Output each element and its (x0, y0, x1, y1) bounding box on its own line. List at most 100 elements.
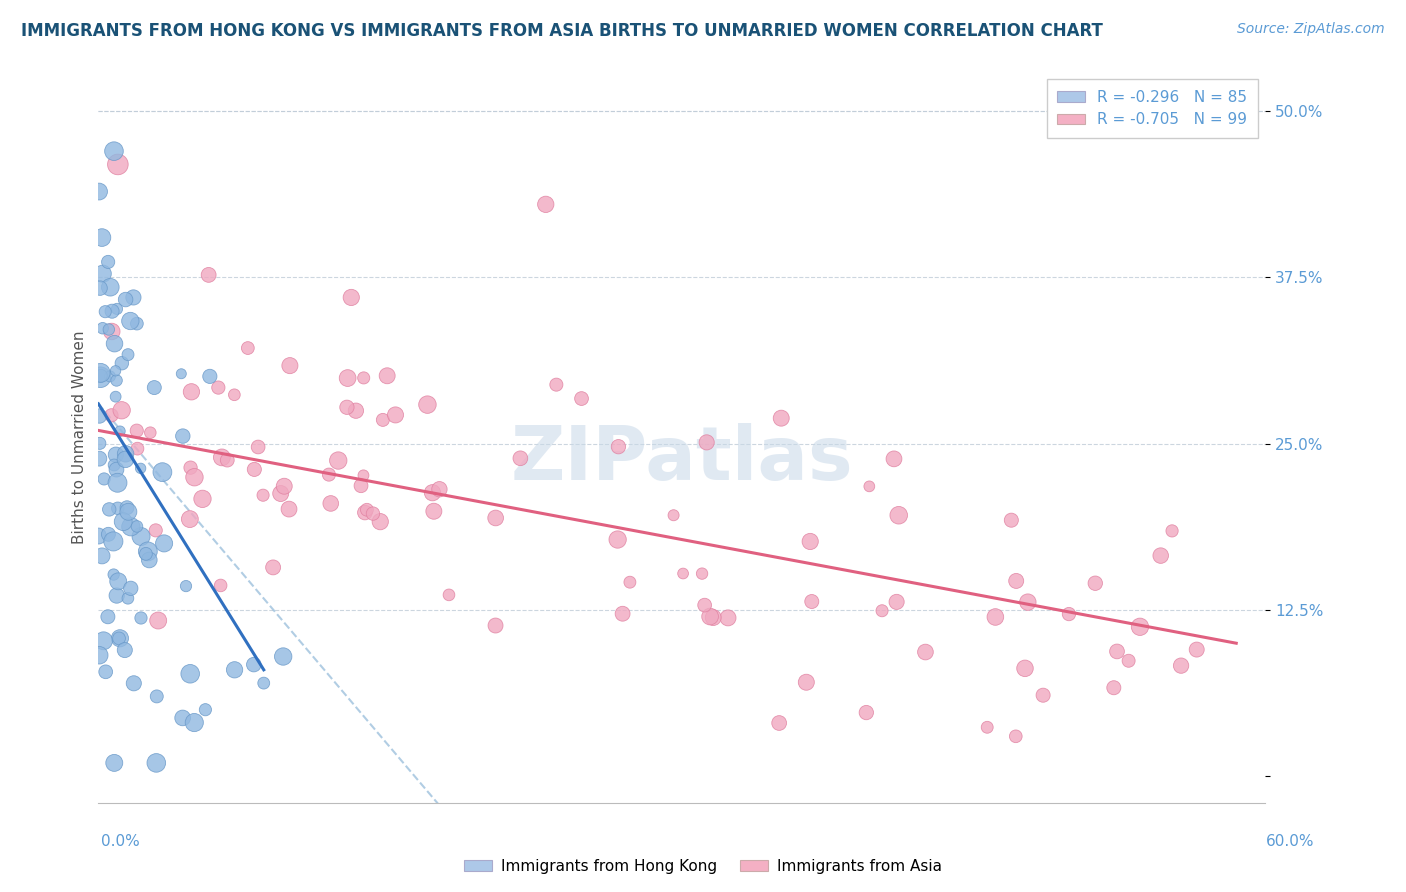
Point (145, 524, 167, 538)
Point (224, 663, 246, 677)
Point (170, 367, 193, 381)
Point (89, 451, 111, 466)
Point (353, 468, 375, 483)
Point (136, 544, 159, 558)
Point (354, 506, 377, 520)
Point (278, 502, 301, 516)
Point (619, 575, 641, 590)
Point (98, 369, 121, 384)
Point (87, 529, 110, 543)
Point (886, 595, 908, 609)
Point (534, 197, 557, 211)
Point (108, 424, 131, 438)
Point (855, 706, 877, 720)
Point (103, 534, 125, 549)
Point (104, 390, 127, 404)
Point (103, 336, 125, 351)
Point (207, 380, 229, 394)
Point (211, 450, 233, 465)
Point (114, 447, 136, 461)
Point (179, 666, 201, 681)
Point (97, 609, 120, 624)
Point (98, 280, 121, 294)
Point (115, 500, 138, 515)
Point (914, 645, 936, 659)
Point (702, 610, 724, 624)
Point (90, 368, 112, 383)
Point (172, 711, 194, 725)
Point (336, 401, 359, 415)
Point (350, 479, 373, 493)
Point (91, 267, 114, 281)
Point (768, 716, 790, 731)
Point (120, 520, 142, 534)
Point (770, 411, 793, 425)
Point (145, 756, 167, 770)
Point (172, 429, 194, 443)
Point (87, 185, 110, 199)
Point (100, 409, 122, 423)
Text: IMMIGRANTS FROM HONG KONG VS IMMIGRANTS FROM ASIA BIRTHS TO UNMARRIED WOMEN CORR: IMMIGRANTS FROM HONG KONG VS IMMIGRANTS … (21, 22, 1102, 40)
Text: 0.0%: 0.0% (101, 834, 141, 848)
Point (197, 268, 219, 282)
Point (104, 364, 127, 378)
Point (883, 451, 905, 466)
Point (94, 304, 117, 318)
Point (180, 460, 202, 475)
Point (1014, 661, 1036, 675)
Point (423, 504, 446, 518)
Point (437, 588, 460, 602)
Point (138, 553, 160, 567)
Point (129, 529, 152, 543)
Point (984, 610, 1007, 624)
Point (247, 440, 270, 454)
Point (800, 594, 823, 608)
Point (799, 534, 821, 549)
Point (111, 356, 134, 370)
Point (571, 392, 593, 406)
Point (253, 676, 276, 690)
Point (794, 675, 817, 690)
Point (191, 491, 214, 506)
Point (89, 281, 111, 295)
Point (101, 325, 124, 339)
Point (217, 453, 239, 467)
Point (416, 398, 439, 412)
Point (318, 467, 340, 482)
Point (125, 519, 148, 533)
Point (693, 598, 716, 612)
Point (107, 574, 129, 589)
Point (139, 425, 162, 440)
Text: ZIPatlas: ZIPatlas (510, 423, 853, 496)
Point (607, 440, 630, 454)
Point (1084, 576, 1107, 591)
Point (122, 290, 145, 304)
Point (546, 377, 568, 392)
Point (114, 452, 136, 467)
Point (183, 715, 205, 730)
Point (105, 462, 128, 476)
Point (1000, 513, 1022, 527)
Point (135, 547, 157, 561)
Point (89, 648, 111, 663)
Point (344, 403, 367, 417)
Point (361, 507, 384, 521)
Point (90, 366, 112, 380)
Point (485, 511, 508, 525)
Point (125, 317, 148, 331)
Point (422, 485, 444, 500)
Point (89, 409, 111, 423)
Point (180, 384, 202, 399)
Point (1005, 574, 1028, 588)
Point (93, 633, 115, 648)
Point (484, 618, 506, 632)
Point (340, 290, 363, 304)
Point (120, 582, 142, 596)
Point (103, 144, 125, 158)
Text: Source: ZipAtlas.com: Source: ZipAtlas.com (1237, 22, 1385, 37)
Point (97, 527, 120, 541)
Point (696, 435, 718, 450)
Legend: R = -0.296   N = 85, R = -0.705   N = 99: R = -0.296 N = 85, R = -0.705 N = 99 (1046, 79, 1258, 138)
Point (174, 579, 197, 593)
Text: 60.0%: 60.0% (1267, 834, 1315, 848)
